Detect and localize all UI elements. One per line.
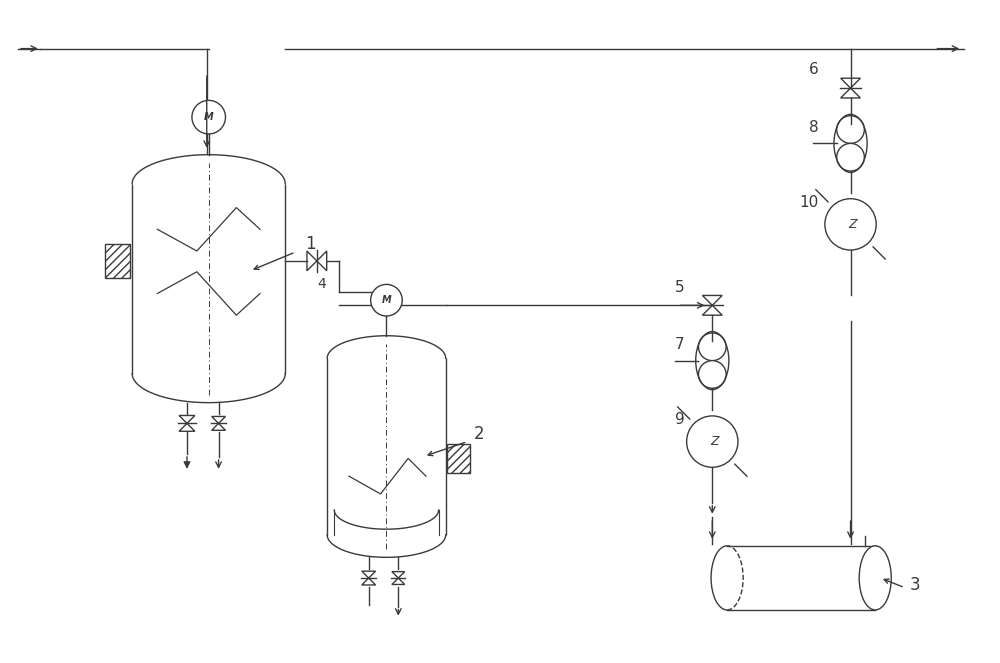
Text: 2: 2 (473, 424, 484, 443)
Text: 8: 8 (809, 119, 819, 135)
Text: Z: Z (848, 218, 857, 231)
Text: 7: 7 (675, 337, 684, 352)
Text: M: M (382, 295, 391, 305)
Text: 6: 6 (809, 62, 819, 78)
Bar (105, 244, 130, 278)
Circle shape (825, 199, 876, 250)
Text: 4: 4 (317, 276, 326, 290)
Circle shape (687, 416, 738, 467)
Bar (447, 444, 470, 473)
Circle shape (837, 116, 864, 143)
Text: 1: 1 (305, 235, 316, 253)
Circle shape (837, 143, 864, 171)
Circle shape (698, 361, 726, 389)
Circle shape (371, 284, 402, 316)
Text: M: M (204, 112, 214, 122)
Circle shape (698, 333, 726, 361)
Text: 10: 10 (799, 194, 818, 210)
Text: 9: 9 (675, 412, 685, 427)
Text: Z: Z (710, 435, 719, 448)
Text: 5: 5 (675, 280, 684, 294)
Text: 3: 3 (910, 575, 920, 593)
Circle shape (192, 100, 225, 134)
Ellipse shape (859, 546, 891, 610)
